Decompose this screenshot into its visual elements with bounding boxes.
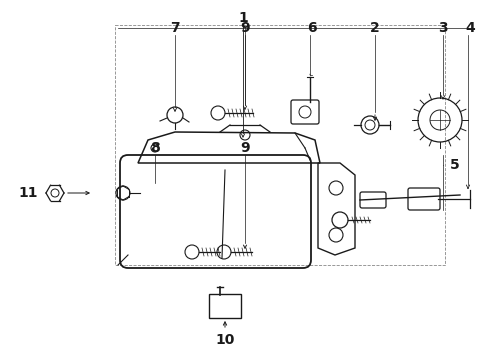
Text: 6: 6 (307, 21, 317, 35)
Text: 11: 11 (18, 186, 38, 200)
Text: 3: 3 (438, 21, 448, 35)
Text: 8: 8 (150, 141, 160, 155)
Text: 4: 4 (465, 21, 475, 35)
Text: 7: 7 (170, 21, 180, 35)
Text: 5: 5 (450, 158, 460, 172)
Bar (115, 25, 445, 265)
Text: 10: 10 (215, 333, 235, 347)
Text: 1: 1 (238, 11, 248, 25)
Text: 2: 2 (370, 21, 380, 35)
Text: 9: 9 (240, 21, 250, 35)
Text: 9: 9 (240, 141, 250, 155)
